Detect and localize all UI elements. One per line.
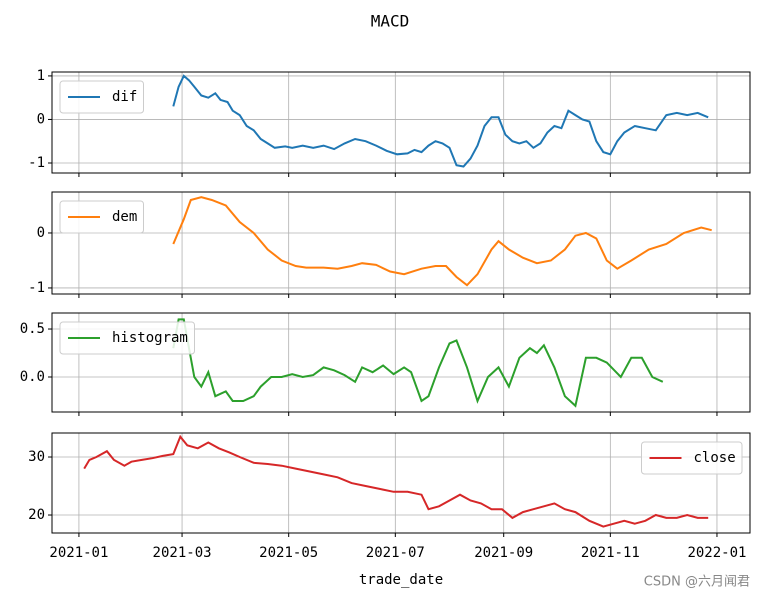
legend: close (641, 441, 743, 475)
y-tick-label: -1 (28, 280, 45, 296)
legend-label: close (694, 450, 736, 466)
figure-title: MACD (371, 12, 410, 31)
x-tick-label: 2022-01 (687, 545, 746, 561)
y-tick-label: 30 (28, 449, 45, 465)
x-tick-label: 2021-09 (474, 545, 533, 561)
axes-frame (51, 432, 751, 534)
line-series (172, 318, 664, 408)
x-tick-label: 2021-01 (49, 545, 108, 561)
legend-box (59, 80, 144, 114)
y-tick-label: -1 (28, 155, 45, 171)
legend-box (641, 441, 743, 475)
legend-box (59, 200, 144, 234)
y-tick-label: 1 (37, 68, 45, 84)
line-series (172, 74, 709, 168)
y-tick-label: 0.5 (20, 321, 45, 337)
watermark: CSDN @六月闻君 (644, 575, 750, 590)
x-tick-label: 2021-07 (366, 545, 425, 561)
x-tick-label: 2021-11 (581, 545, 640, 561)
axes-frame (51, 191, 751, 295)
x-tick-label: 2021-05 (259, 545, 318, 561)
legend-label: dem (112, 209, 137, 225)
x-axis-label: trade_date (359, 572, 443, 588)
legend: histogram (59, 321, 195, 355)
y-tick-label: 0 (37, 111, 45, 127)
axes-frame (51, 71, 751, 174)
line-series (83, 434, 709, 528)
legend-label: dif (112, 89, 137, 105)
legend-label: histogram (112, 330, 188, 346)
legend: dif (59, 80, 144, 114)
legend-box (59, 321, 195, 355)
legend: dem (59, 200, 144, 234)
y-tick-label: 0 (37, 225, 45, 241)
x-tick-label: 2021-03 (153, 545, 212, 561)
y-tick-label: 0.0 (20, 369, 45, 385)
axes-frame (51, 312, 751, 413)
y-tick-label: 20 (28, 507, 45, 523)
line-series (172, 196, 712, 287)
